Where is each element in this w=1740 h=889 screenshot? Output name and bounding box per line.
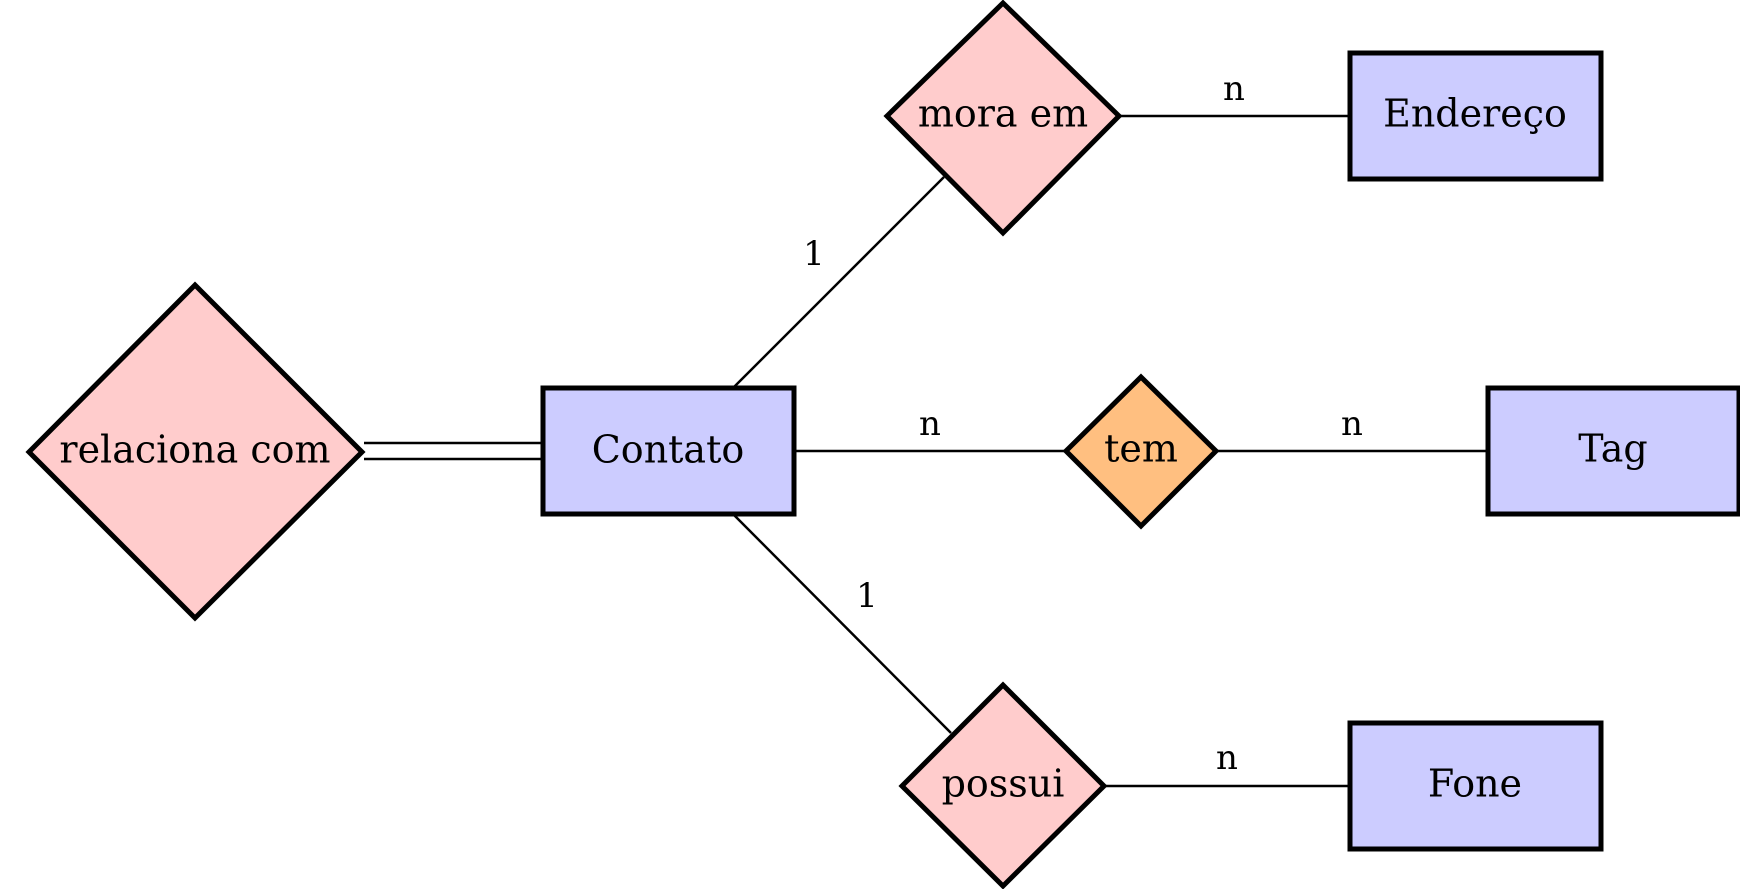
relationship-label: mora em [918, 92, 1088, 136]
relationship-label: relaciona com [59, 428, 330, 472]
entity-label: Endereço [1383, 92, 1567, 136]
relationship-diamond [1062, 373, 1220, 530]
cardinality-contato-possui: 1 [856, 576, 878, 616]
entity-label: Fone [1428, 762, 1522, 806]
cardinality-contato-mora-em: 1 [803, 234, 825, 274]
entity-label: Tag [1578, 427, 1647, 471]
entity-fone[interactable]: Fone [1347, 720, 1604, 852]
entity-contato[interactable]: Contato [540, 385, 797, 517]
relationship-possui[interactable]: possui [898, 681, 1108, 889]
entity-box [1485, 385, 1740, 517]
relationship-diamond [883, 0, 1123, 237]
edge-contato-mora-em [732, 176, 945, 389]
relationship-relaciona-com[interactable]: relaciona com [25, 281, 366, 622]
relationship-tem[interactable]: tem [1062, 373, 1220, 530]
entity-box [1347, 720, 1604, 852]
relationship-mora-em[interactable]: mora em [883, 0, 1123, 237]
relationship-label: tem [1104, 427, 1178, 471]
entity-box [1347, 50, 1604, 182]
relationship-diamond [25, 281, 366, 622]
cardinality-mora-em-endereco: n [1223, 69, 1245, 109]
cardinalities: 1 n n n 1 n [803, 69, 1363, 778]
relationship-label: possui [942, 762, 1065, 806]
cardinality-possui-fone: n [1216, 738, 1238, 778]
entity-label: Contato [592, 428, 745, 472]
edges [364, 114, 1488, 788]
relationship-diamond [898, 681, 1108, 889]
entity-tag[interactable]: Tag [1485, 385, 1740, 517]
entity-endereco[interactable]: Endereço [1347, 50, 1604, 182]
cardinality-contato-tem: n [919, 404, 941, 444]
edge-contato-possui [732, 513, 952, 734]
cardinality-tem-tag: n [1341, 404, 1363, 444]
entity-box [540, 385, 797, 517]
